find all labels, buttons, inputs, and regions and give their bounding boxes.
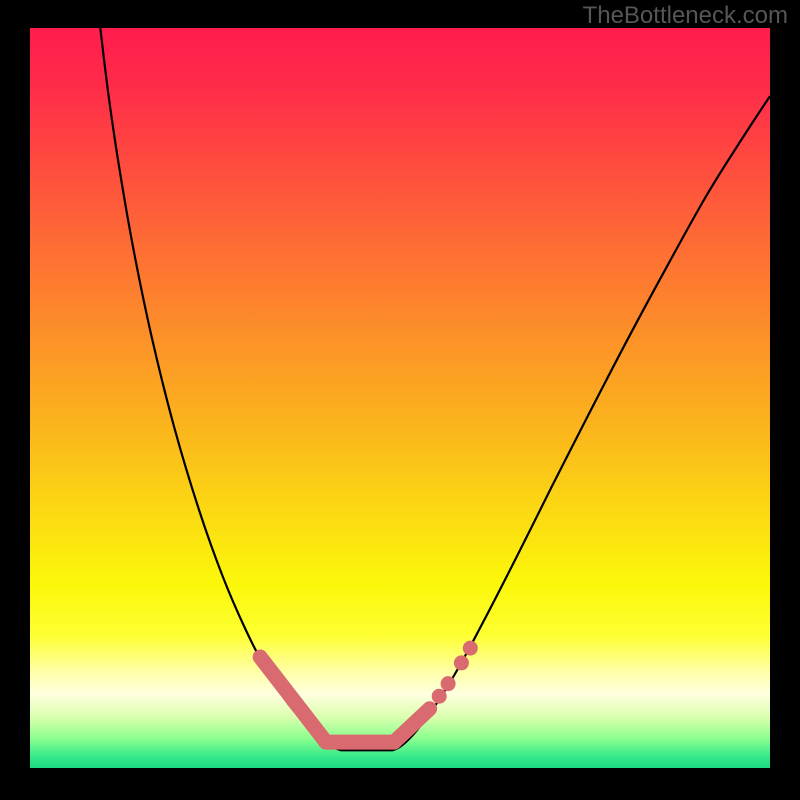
watermark-label: TheBottleneck.com — [583, 2, 788, 30]
marker-dot — [463, 641, 478, 656]
plot-area — [30, 28, 770, 768]
marker-dot — [454, 655, 469, 670]
chart-frame: TheBottleneck.com — [0, 0, 800, 800]
marker-dot — [441, 676, 456, 691]
marker-dot — [432, 689, 447, 704]
plot-svg — [30, 28, 770, 768]
gradient-background — [30, 28, 770, 768]
